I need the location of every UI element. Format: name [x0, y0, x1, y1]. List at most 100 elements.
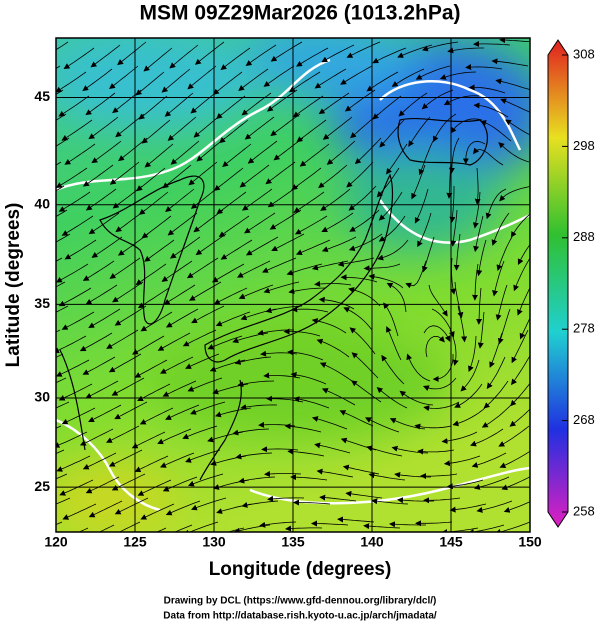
streamline — [112, 281, 144, 303]
streamline — [368, 472, 406, 481]
y-axis-label: Latitude (degrees) — [3, 203, 24, 368]
streamline — [212, 71, 243, 95]
streamline — [58, 287, 92, 307]
streamline — [319, 362, 353, 382]
streamline — [321, 388, 356, 406]
streamline — [108, 353, 142, 373]
streamline — [134, 455, 169, 472]
streamline — [450, 209, 458, 247]
streamline — [61, 311, 95, 330]
streamline — [213, 167, 244, 191]
streamline — [290, 474, 328, 481]
streamline — [408, 116, 431, 147]
streamline — [377, 239, 409, 261]
streamline — [165, 188, 195, 213]
streamline — [321, 44, 355, 63]
streamline — [91, 236, 123, 258]
streamline — [165, 308, 199, 328]
streamline — [135, 71, 165, 96]
streamline — [106, 425, 140, 443]
streamline — [215, 311, 251, 327]
streamline — [56, 401, 70, 409]
x-tick-label: 120 — [44, 534, 68, 550]
streamline — [340, 65, 373, 85]
streamline — [415, 520, 453, 527]
streamline — [491, 58, 529, 67]
streamline — [509, 408, 530, 427]
streamline — [468, 84, 506, 94]
streamline — [337, 516, 375, 523]
streamline — [61, 215, 94, 236]
streamline — [386, 143, 408, 175]
streamline — [247, 140, 278, 164]
streamline — [270, 41, 303, 62]
streamline — [499, 450, 530, 468]
streamline — [85, 188, 117, 211]
streamline — [480, 120, 512, 142]
streamline — [311, 520, 349, 527]
streamline — [144, 239, 175, 262]
streamline — [182, 425, 218, 440]
streamline — [316, 468, 354, 478]
streamline — [63, 47, 95, 70]
streamline — [186, 257, 219, 279]
streamline — [418, 140, 434, 176]
streamline — [368, 273, 404, 289]
streamline — [220, 47, 251, 71]
streamline — [59, 479, 94, 496]
streamline — [56, 305, 69, 313]
streamline — [372, 47, 407, 64]
streamline — [454, 383, 483, 408]
streamline — [421, 41, 459, 52]
streamline — [425, 335, 445, 358]
streamline — [473, 102, 509, 118]
streamline — [261, 257, 297, 273]
streamline — [293, 191, 325, 213]
streamline — [267, 89, 298, 112]
streamline — [85, 380, 119, 399]
streamline — [109, 161, 140, 185]
streamline — [414, 188, 429, 224]
streamline — [499, 186, 530, 202]
streamline — [82, 260, 115, 281]
streamline — [56, 377, 67, 384]
streamline — [88, 308, 121, 328]
streamline — [378, 215, 406, 242]
x-tick-label: 150 — [518, 534, 542, 550]
streamline — [245, 44, 277, 66]
streamline — [511, 354, 530, 386]
streamline — [316, 338, 350, 358]
streamline — [56, 455, 91, 472]
streamline — [386, 326, 402, 361]
colorbar-bar — [547, 39, 569, 528]
streamline — [447, 47, 484, 54]
streamline — [64, 239, 97, 260]
streamline — [351, 380, 382, 403]
streamline — [290, 371, 327, 385]
y-tick-label: 35 — [34, 295, 50, 311]
streamline — [222, 143, 252, 168]
streamline — [141, 215, 172, 239]
streamline — [114, 401, 148, 420]
streamline — [489, 332, 503, 368]
streamline — [318, 164, 348, 189]
streamline — [472, 191, 481, 229]
streamline — [82, 452, 117, 470]
streamline — [185, 353, 220, 369]
streamline — [269, 209, 302, 230]
streamline — [85, 476, 120, 494]
streamline — [141, 119, 171, 144]
streamline — [240, 404, 278, 410]
credit-drawing: Drawing by DCL (https://www.gfd-dennou.o… — [164, 596, 437, 607]
streamline — [294, 215, 328, 235]
streamline — [468, 335, 477, 373]
streamline — [497, 308, 511, 345]
streamline — [56, 137, 70, 147]
streamline — [483, 380, 509, 409]
streamline — [56, 497, 71, 505]
streamline — [320, 188, 351, 211]
streamline — [513, 257, 530, 292]
streamline — [157, 332, 191, 351]
colorbar-tick-label: 288 — [573, 229, 595, 244]
streamline — [366, 445, 403, 457]
